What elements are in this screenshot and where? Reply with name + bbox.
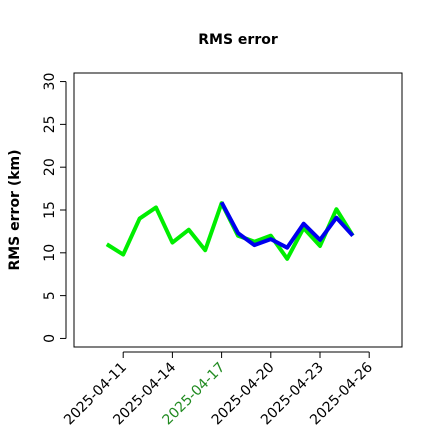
y-tick-label: 5	[42, 291, 58, 300]
y-tick-label: 20	[42, 158, 58, 176]
y-tick-label: 25	[42, 115, 58, 133]
plot-frame	[73, 72, 403, 348]
y-tick-label: 15	[42, 201, 58, 219]
series-line	[219, 201, 355, 250]
y-axis-label: RMS error (km)	[7, 149, 23, 270]
chart-title: RMS error	[198, 32, 278, 48]
y-tick-label: 0	[42, 334, 58, 343]
series-line	[105, 201, 355, 261]
y-tick-label: 30	[42, 73, 58, 91]
y-tick-label: 10	[42, 244, 58, 262]
